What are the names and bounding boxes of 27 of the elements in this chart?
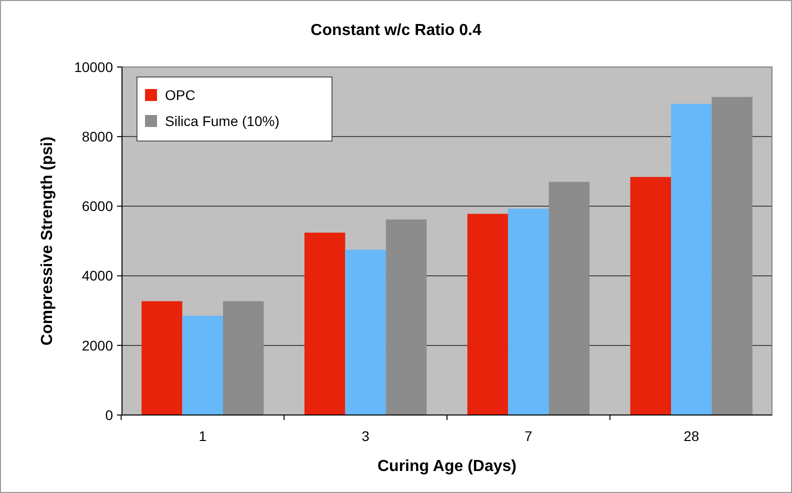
bar <box>142 301 182 415</box>
y-tick-label: 10000 <box>74 58 114 75</box>
bar <box>386 219 427 415</box>
bar <box>508 208 549 415</box>
y-tick-label: 6000 <box>82 198 114 214</box>
legend-label: OPC <box>165 86 196 103</box>
bar <box>223 301 264 415</box>
bar <box>182 316 224 415</box>
bar <box>548 182 590 415</box>
bar <box>712 96 752 415</box>
y-tick-label: 0 <box>105 406 114 423</box>
y-tick-label: 4000 <box>82 268 114 284</box>
bar <box>630 176 671 415</box>
x-tick-label: 7 <box>524 428 533 444</box>
x-tick-label: 1 <box>198 428 207 444</box>
x-axis-title: Curing Age (Days) <box>378 458 516 475</box>
y-tick-label: 8000 <box>82 128 114 144</box>
bar <box>670 104 712 415</box>
bar <box>345 250 386 415</box>
bar <box>304 232 346 415</box>
legend-label: Silica Fume (10%) <box>165 112 280 129</box>
y-tick-label: 2000 <box>82 337 114 354</box>
x-tick-label: 3 <box>362 428 370 444</box>
chart-title: Constant w/c Ratio 0.4 <box>310 22 482 39</box>
x-tick-label: 28 <box>684 428 700 444</box>
y-axis-title: Compressive Strength (psi) <box>39 136 56 346</box>
bar <box>467 214 508 415</box>
